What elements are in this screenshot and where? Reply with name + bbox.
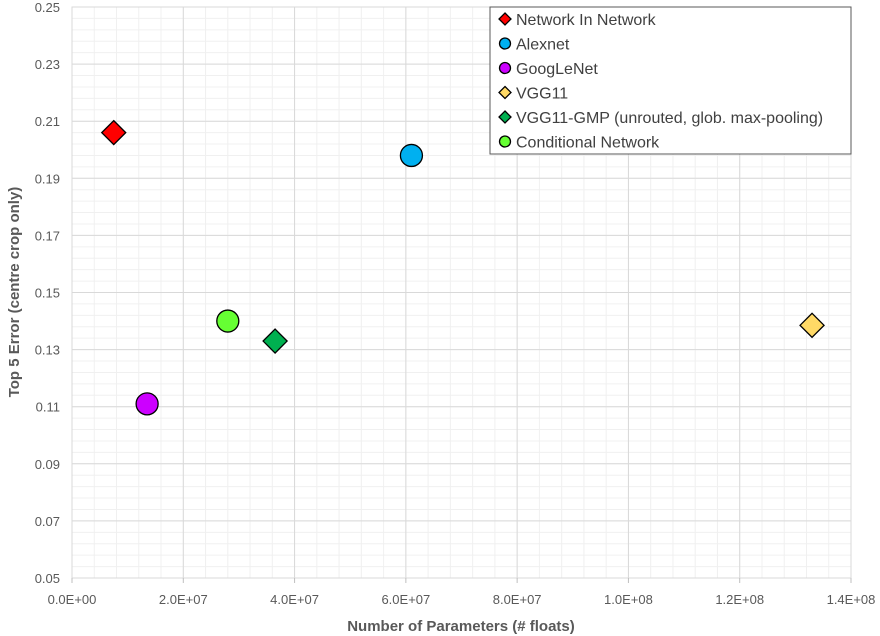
y-axis-ticks: 0.05 0.07 0.09 0.11 0.13 0.15 0.17 0.19 0.21 0.23…: [35, 0, 60, 586]
legend-marker: [498, 61, 512, 75]
x-tick-label: 2.0E+07: [159, 592, 208, 607]
legend-label: VGG11: [516, 86, 568, 103]
legend-label: VGG11-GMP (unrouted, glob. max-pooling): [516, 110, 823, 127]
legend-label: Network In Network: [516, 12, 657, 29]
legend-marker: [498, 110, 512, 124]
data-point: [399, 143, 424, 168]
legend-label: Alexnet: [516, 37, 570, 54]
y-axis-title: Top 5 Error (centre crop only): [6, 187, 23, 398]
y-tick-label: 0.25: [35, 0, 60, 15]
legend-marker: [498, 37, 512, 50]
legend-box: [489, 6, 852, 155]
data-points: [100, 119, 825, 416]
y-tick-label: 0.11: [36, 400, 60, 415]
plot-area: [71, 6, 852, 579]
y-tick-label: 0.07: [35, 514, 60, 529]
x-tick-label: 6.0E+07: [381, 592, 430, 607]
x-tick-label: 1.4E+08: [827, 592, 876, 607]
x-tick-label: 4.0E+07: [270, 592, 319, 607]
y-tick-label: 0.23: [35, 57, 60, 72]
x-axis-ticks: 0.0E+00 2.0E+07 4.0E+07 6.0E+07 8.0E+07 1.0E+…: [48, 578, 876, 607]
x-tick-label: 1.0E+08: [604, 592, 653, 607]
data-point: [799, 312, 825, 339]
y-tick-label: 0.17: [35, 228, 60, 243]
data-point: [262, 328, 289, 354]
y-tick-label: 0.13: [35, 343, 60, 358]
y-tick-label: 0.15: [35, 286, 60, 301]
data-point: [100, 119, 127, 146]
x-tick-label: 1.2E+08: [715, 592, 764, 607]
x-tick-label: 0.0E+00: [48, 592, 97, 607]
legend: Network In Network Alexnet GoogLeNet VGG11 V…: [489, 6, 852, 155]
y-tick-label: 0.09: [35, 457, 60, 472]
legend-marker: [498, 12, 512, 26]
legend-label: Conditional Network: [516, 135, 660, 152]
y-tick-label: 0.05: [35, 571, 60, 586]
x-axis-title: Number of Parameters (# floats): [347, 618, 575, 635]
legend-marker: [498, 85, 512, 100]
y-tick-label: 0.19: [35, 171, 60, 186]
legend-label: GoogLeNet: [516, 61, 598, 78]
data-point: [216, 309, 240, 333]
legend-marker: [498, 135, 512, 148]
data-point: [135, 392, 159, 416]
y-tick-label: 0.21: [35, 114, 60, 129]
x-tick-label: 8.0E+07: [493, 592, 542, 607]
